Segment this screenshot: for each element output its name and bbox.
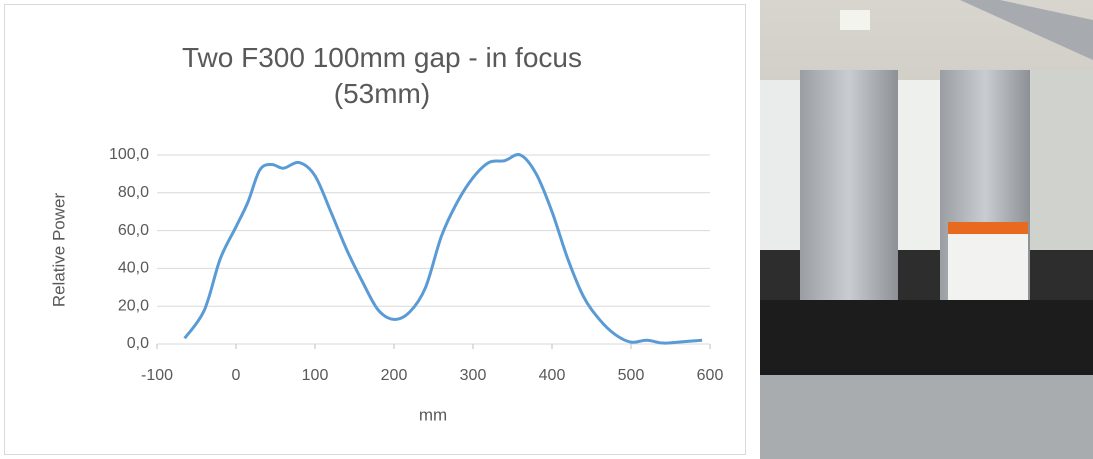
x-tick-label: 500: [618, 367, 645, 384]
x-tick-label: 600: [697, 367, 724, 384]
x-tick-label: 400: [539, 367, 566, 384]
y-tick-label: 100,0: [109, 146, 149, 163]
x-tick-label: 300: [460, 367, 487, 384]
y-tick-label: 60,0: [118, 222, 149, 239]
x-tick-label: 200: [381, 367, 408, 384]
y-tick-label: 80,0: [118, 184, 149, 201]
x-tick-label: -100: [141, 367, 173, 384]
x-tick-label: 0: [232, 367, 241, 384]
chart-title: Two F300 100mm gap - in focus (53mm): [132, 40, 632, 112]
y-tick-label: 20,0: [118, 297, 149, 314]
page: Relative Power mm 0,0 20,0 40,0 60,0 80,0 100…: [0, 0, 1093, 459]
photo: [760, 0, 1093, 459]
y-axis-label: Relative Power: [49, 192, 68, 307]
x-tick-label: 100: [302, 367, 329, 384]
y-tick-label: 40,0: [118, 260, 149, 277]
x-axis-label: mm: [419, 405, 447, 424]
y-tick-label: 0,0: [127, 335, 149, 352]
